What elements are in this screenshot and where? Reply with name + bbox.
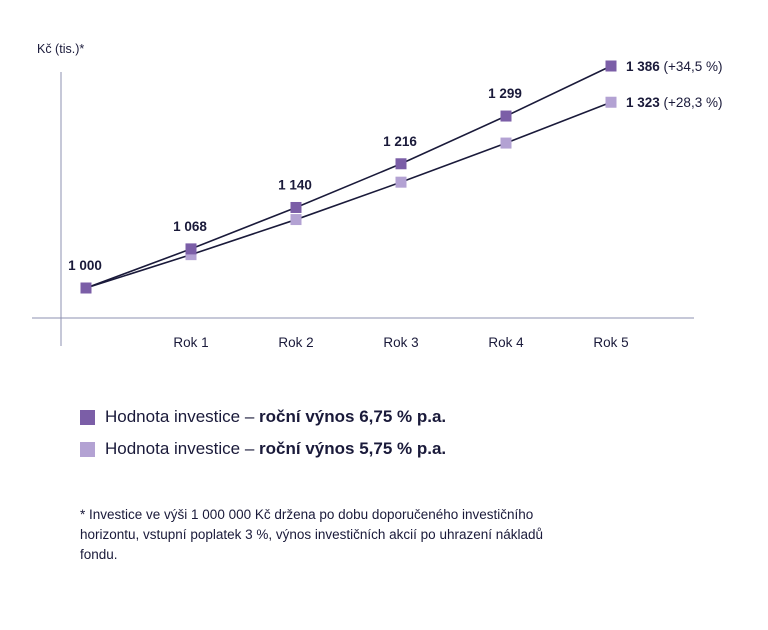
line-chart: Kč (tis.)* Rok 1 Rok 2 Rok 3 Rok 4 Rok 5 1 000… bbox=[32, 42, 722, 350]
footnote: * Investice ve výši 1 000 000 Kč držena … bbox=[80, 507, 544, 562]
x-tick-label: Rok 2 bbox=[278, 335, 313, 350]
legend: Hodnota investice – roční výnos 6,75 % p… bbox=[80, 405, 446, 469]
series-line-low bbox=[85, 101, 612, 289]
legend-item-low: Hodnota investice – roční výnos 5,75 % p… bbox=[80, 437, 446, 461]
x-tick-label: Rok 4 bbox=[488, 335, 524, 350]
data-point-high bbox=[80, 282, 92, 294]
legend-swatch-high bbox=[80, 409, 95, 425]
data-label: 1 068 bbox=[173, 219, 207, 234]
data-label: 1 216 bbox=[383, 134, 417, 149]
data-label: 1 000 bbox=[68, 258, 102, 273]
legend-label-prefix: Hodnota investice – bbox=[105, 439, 260, 458]
data-point-low bbox=[500, 137, 512, 149]
data-point-high bbox=[605, 60, 617, 72]
x-tick-label: Rok 3 bbox=[383, 335, 418, 350]
data-label: 1 140 bbox=[278, 177, 312, 192]
legend-label-bold: roční výnos 6,75 % p.a. bbox=[259, 407, 447, 426]
x-tick-label: Rok 1 bbox=[173, 335, 208, 350]
data-point-low bbox=[290, 214, 302, 226]
data-point-high bbox=[185, 243, 197, 255]
data-point-high bbox=[395, 158, 407, 170]
legend-label-prefix: Hodnota investice – bbox=[105, 407, 260, 426]
end-label-low: 1 323 (+28,3 %) bbox=[626, 95, 722, 110]
data-point-high bbox=[290, 201, 302, 213]
legend-swatch-low bbox=[80, 441, 95, 457]
x-tick-label: Rok 5 bbox=[593, 335, 628, 350]
data-point-low bbox=[605, 96, 617, 108]
y-axis-label: Kč (tis.)* bbox=[37, 42, 84, 56]
data-point-low bbox=[395, 176, 407, 188]
data-point-high bbox=[500, 110, 512, 122]
series-line-high bbox=[85, 65, 612, 289]
data-label: 1 299 bbox=[488, 86, 522, 101]
end-label-high: 1 386 (+34,5 %) bbox=[626, 59, 722, 74]
legend-item-high: Hodnota investice – roční výnos 6,75 % p… bbox=[80, 405, 446, 429]
legend-label-bold: roční výnos 5,75 % p.a. bbox=[259, 439, 447, 458]
data-point-low bbox=[185, 249, 197, 261]
